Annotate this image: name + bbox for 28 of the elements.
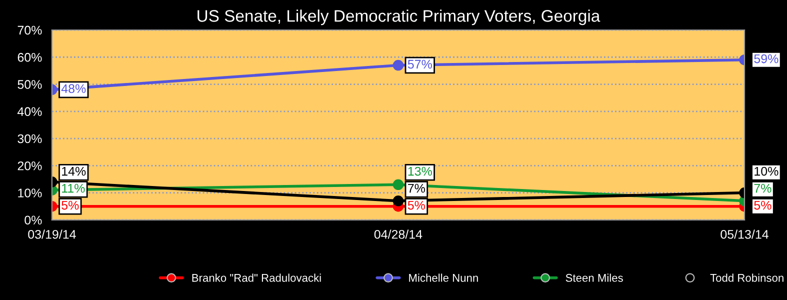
y-tick-label: 40% [17, 107, 42, 116]
data-label: 59% [754, 54, 778, 64]
data-label: 5% [754, 200, 772, 210]
data-label: 57% [408, 60, 432, 69]
data-label: 48% [61, 84, 86, 94]
data-label: 11% [62, 184, 85, 193]
legend-label: Steen Miles [566, 274, 623, 282]
y-tick-label: 0% [24, 216, 42, 225]
data-label: 7% [754, 184, 772, 193]
data-label: 7% [408, 184, 426, 193]
x-tick-label: 05/13/14 [720, 230, 768, 239]
y-tick-label: 50% [18, 80, 42, 89]
x-tick-label: 03/19/14 [28, 230, 76, 239]
data-label: 14% [62, 166, 86, 176]
data-label: 10% [754, 166, 778, 176]
legend-label: Branko "Rad" Radulovacki [192, 274, 321, 282]
data-label: 13% [408, 166, 432, 176]
y-tick-label: 30% [18, 134, 42, 144]
data-label: 5% [408, 200, 426, 210]
y-tick-label: 20% [18, 161, 42, 170]
data-label: 5% [62, 200, 79, 210]
y-tick-label: 10% [18, 188, 42, 198]
y-tick-label: 70% [18, 26, 42, 35]
y-tick-label: 60% [18, 52, 42, 62]
chart-title: US Senate, Likely Democratic Primary Voters, Georgia [198, 10, 600, 26]
x-tick-label: 04/28/14 [374, 230, 422, 239]
legend-label: Todd Robinson [710, 274, 784, 282]
legend-label: Michelle Nunn [409, 274, 478, 282]
